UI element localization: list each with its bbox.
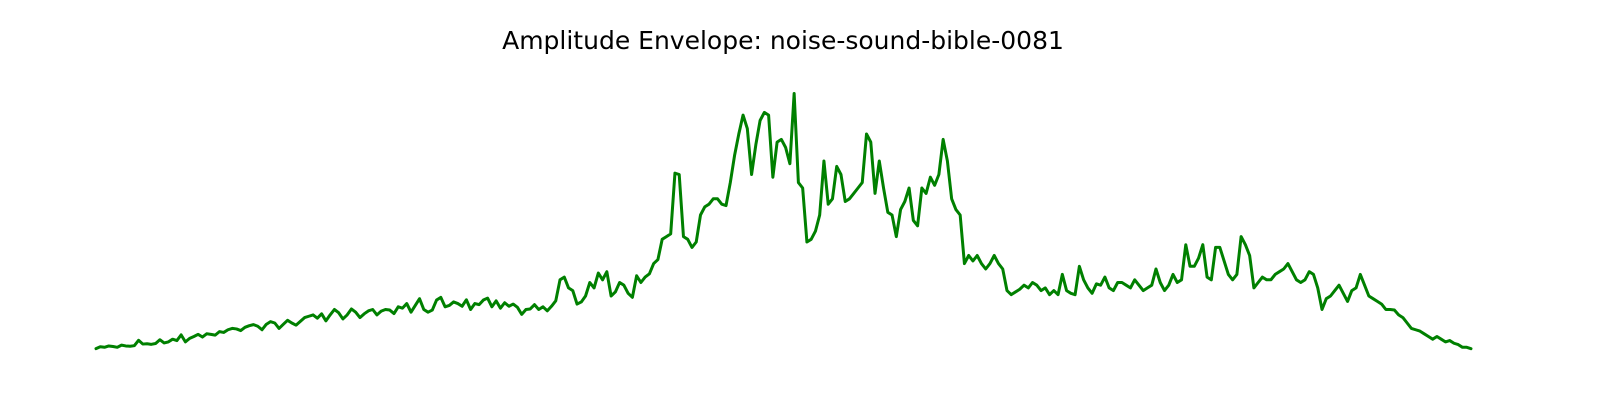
- series-line-0: [94, 92, 1473, 351]
- plot-area: [94, 92, 1473, 351]
- chart-title: Amplitude Envelope: noise-sound-bible-00…: [502, 26, 1064, 55]
